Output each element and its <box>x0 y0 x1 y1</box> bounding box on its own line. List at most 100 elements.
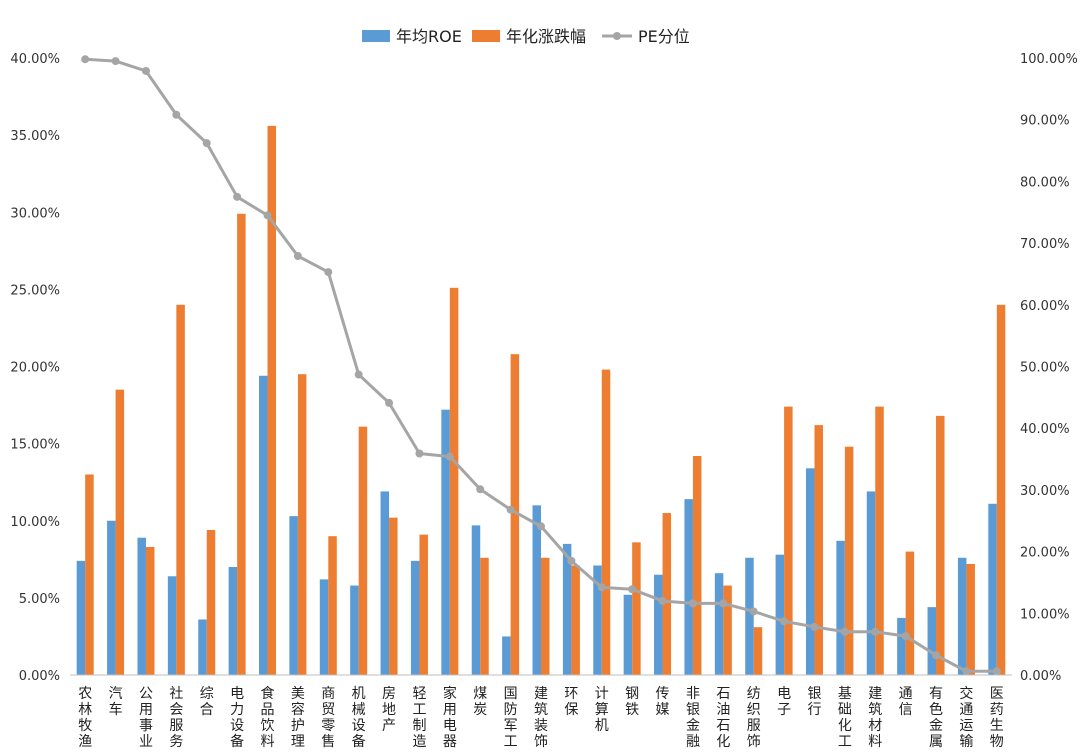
category-label: 基础化工 <box>838 685 852 750</box>
roe-bar <box>593 565 602 675</box>
change-bar <box>632 542 641 675</box>
pe-point <box>688 599 697 608</box>
change-bar <box>176 304 185 675</box>
change-bar <box>85 474 94 675</box>
category-label: 商贸零售 <box>321 686 335 750</box>
change-bar <box>541 557 550 675</box>
change-bar <box>875 406 884 675</box>
roe-bar <box>897 617 906 675</box>
legend-label: 年化涨跌幅 <box>506 27 586 46</box>
y-right-tick-label: 10.00% <box>1020 607 1070 622</box>
category-label: 传媒 <box>656 686 670 718</box>
change-bar <box>267 125 277 676</box>
change-bar <box>115 389 125 675</box>
y-left-tick-label: 35.00% <box>10 129 60 144</box>
category-label: 环保 <box>564 686 578 718</box>
roe-bar <box>167 576 177 675</box>
y-axis-left: 0.00% 5.00% 10.00% 15.00% 20.00% 25.00% 30.00%… <box>10 52 60 684</box>
category-label: 电力设备 <box>230 686 244 750</box>
pe-point <box>233 192 242 201</box>
legend-label: 年均ROE <box>396 27 462 46</box>
roe-bar <box>350 585 359 675</box>
pe-line-layer <box>81 55 1001 676</box>
category-label: 纺织服饰 <box>747 686 761 750</box>
category-label: 建筑装饰 <box>534 686 548 750</box>
roe-bar <box>927 607 937 675</box>
change-bar <box>692 455 702 675</box>
category-label: 美容护理 <box>291 686 305 750</box>
roe-bar <box>319 579 329 675</box>
roe-bar <box>289 516 298 675</box>
pe-point <box>567 556 576 565</box>
legend-swatch <box>362 30 390 42</box>
roe-bar <box>957 557 967 675</box>
roe-bar <box>441 409 450 675</box>
pe-point <box>111 57 120 66</box>
change-bar <box>419 534 428 675</box>
pe-point <box>415 449 424 458</box>
roe-bar <box>532 505 541 675</box>
change-bar <box>844 446 854 675</box>
category-label: 交通运输 <box>959 685 973 750</box>
y-left-tick-label: 40.00% <box>10 52 60 67</box>
y-axis-right: 0.00% 10.00% 20.00% 30.00% 40.00% 50.00% 60.00… <box>1020 52 1078 684</box>
category-label: 综合 <box>200 686 214 718</box>
y-right-tick-label: 40.00% <box>1020 422 1070 437</box>
pe-point <box>840 627 849 636</box>
category-label: 汽车 <box>109 686 123 718</box>
change-bar <box>297 374 307 675</box>
roe-bar <box>745 557 754 675</box>
category-label: 计算机 <box>595 686 609 734</box>
pe-point <box>263 211 272 220</box>
legend: 年均ROE 年化涨跌幅 PE分位 <box>362 27 690 46</box>
category-label: 房地产 <box>382 686 396 734</box>
y-left-tick-label: 5.00% <box>19 592 60 607</box>
pe-point <box>445 452 454 461</box>
roe-bar <box>410 560 420 675</box>
change-bar <box>753 627 763 675</box>
category-label: 有色金属 <box>929 686 943 750</box>
category-label: 钢铁 <box>625 686 639 718</box>
category-label: 机械设备 <box>352 686 366 750</box>
roe-bar <box>654 574 663 675</box>
change-bar <box>723 585 732 675</box>
y-right-tick-label: 60.00% <box>1020 299 1070 314</box>
roe-bar <box>76 560 86 675</box>
pe-point <box>901 632 910 641</box>
change-bar <box>328 536 337 675</box>
roe-bar <box>198 619 207 675</box>
y-right-tick-label: 30.00% <box>1020 484 1070 499</box>
roe-bar <box>228 567 238 675</box>
roe-bar <box>471 525 481 675</box>
category-label: 食品饮料 <box>261 685 275 750</box>
pe-point <box>780 617 789 626</box>
legend-label: PE分位 <box>638 27 690 46</box>
category-label: 农林牧渔 <box>78 686 92 750</box>
pe-point <box>172 110 181 119</box>
x-axis: 农林牧渔 汽车 公用事业 社会服务 综合 电力设备 食品饮料 美容护理 商贸零售 机械设备 房地产 轻… <box>70 674 1012 750</box>
change-bar <box>510 354 520 675</box>
pe-point <box>962 667 971 676</box>
category-label: 电子 <box>777 686 791 718</box>
pe-point <box>992 667 1001 676</box>
y-right-tick-label: 0.00% <box>1020 669 1061 684</box>
roe-bar <box>259 375 268 675</box>
change-bar <box>814 425 823 675</box>
pe-point <box>810 622 819 631</box>
roe-bar <box>502 636 511 675</box>
category-label: 家用电器 <box>443 685 457 750</box>
y-right-tick-label: 90.00% <box>1020 114 1070 129</box>
roe-bar <box>562 543 572 675</box>
y-right-tick-label: 50.00% <box>1020 361 1070 376</box>
change-bar <box>206 530 216 675</box>
category-label: 石油石化 <box>716 686 730 750</box>
change-bar <box>145 546 155 675</box>
roe-bar <box>714 573 724 675</box>
roe-bar <box>137 537 146 675</box>
roe-bar <box>836 540 845 675</box>
roe-bar <box>988 503 997 675</box>
pe-point <box>81 55 90 64</box>
category-label: 通信 <box>899 686 913 718</box>
